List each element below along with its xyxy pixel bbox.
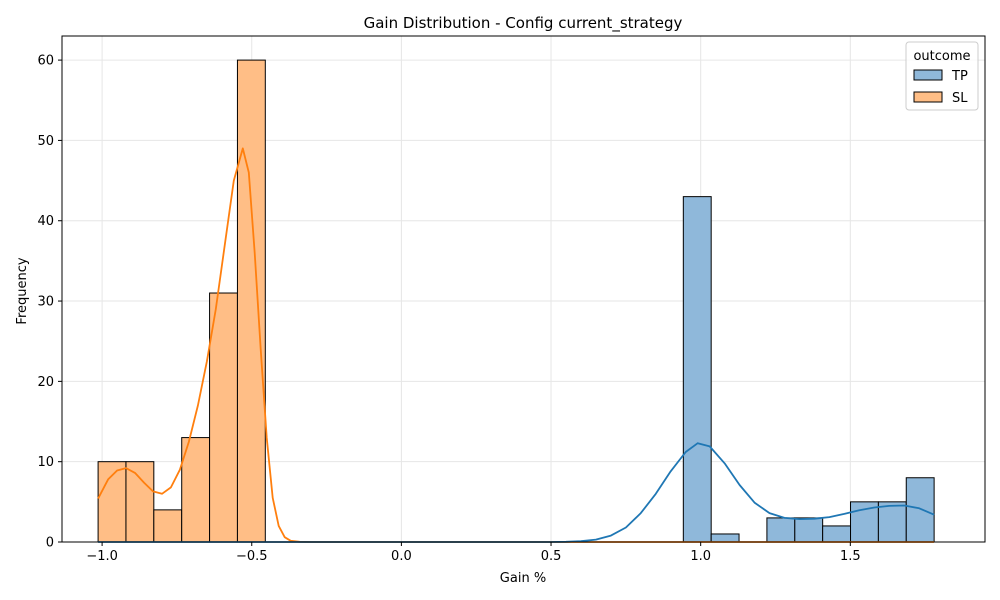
bar-tp bbox=[877, 501, 907, 543]
bar-sl bbox=[236, 59, 266, 543]
legend-swatch-tp bbox=[913, 69, 943, 81]
x-tick-label: 0.5 bbox=[541, 549, 562, 564]
legend-title: outcome bbox=[913, 49, 970, 64]
x-tick-label: −0.5 bbox=[236, 549, 268, 564]
bar-tp bbox=[822, 525, 852, 543]
y-tick-label: 0 bbox=[46, 536, 54, 551]
y-tick-label: 20 bbox=[37, 375, 54, 390]
kde-curves bbox=[97, 147, 935, 543]
axis-ticks: −1.0 −0.5 0.0 0.5 1.0 1.5 0 10 20 30 40 50 60 bbox=[37, 54, 860, 564]
y-tick-label: 50 bbox=[37, 134, 54, 149]
kde-line-tp bbox=[98, 442, 935, 543]
bar-tp bbox=[794, 517, 824, 543]
bar-sl bbox=[209, 292, 238, 543]
bar-tp bbox=[766, 517, 796, 543]
bar-tp bbox=[710, 533, 740, 543]
y-tick-label: 60 bbox=[37, 54, 54, 69]
x-axis-label: Gain % bbox=[500, 571, 546, 586]
bar-sl bbox=[153, 509, 183, 543]
legend-label-sl: SL bbox=[952, 91, 968, 106]
y-tick-label: 30 bbox=[37, 295, 54, 310]
kde-line-sl bbox=[97, 147, 935, 543]
plot-frame bbox=[61, 35, 986, 543]
bar-tp bbox=[905, 477, 935, 543]
bar-sl bbox=[125, 461, 155, 543]
chart-title: Gain Distribution - Config current_strat… bbox=[364, 14, 683, 33]
bar-sl bbox=[97, 461, 127, 543]
bar-tp bbox=[682, 196, 712, 543]
y-axis-label: Frequency bbox=[15, 257, 30, 324]
legend: outcome TP SL bbox=[905, 41, 979, 111]
legend-label-tp: TP bbox=[951, 69, 968, 84]
x-tick-label: −1.0 bbox=[86, 549, 118, 564]
x-tick-label: 0.0 bbox=[391, 549, 412, 564]
y-tick-label: 10 bbox=[37, 455, 54, 470]
x-tick-label: 1.5 bbox=[840, 549, 861, 564]
y-tick-label: 40 bbox=[37, 214, 54, 229]
legend-swatch-sl bbox=[913, 91, 943, 103]
x-tick-label: 1.0 bbox=[690, 549, 711, 564]
